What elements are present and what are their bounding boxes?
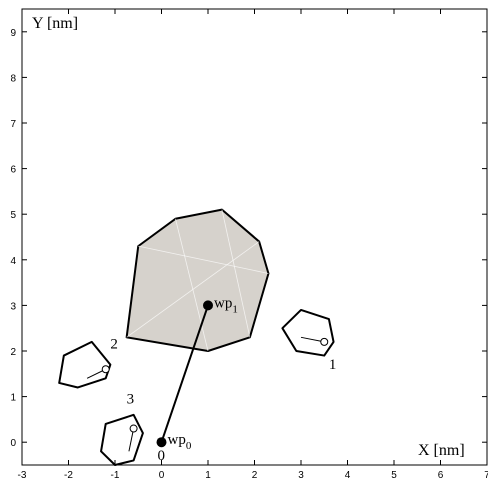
y-tick-label: 9 [10, 28, 16, 39]
obstacle-inner-edge [138, 245, 269, 274]
obstacle-1 [281, 308, 335, 357]
y-tick-label: 1 [10, 393, 16, 404]
obstacle-inner-edge [175, 218, 209, 352]
x-tick-label: 7 [484, 470, 488, 481]
y-tick-label: 7 [10, 119, 16, 130]
obstacle-center-marker [101, 365, 110, 374]
y-axis-label: Y [nm] [32, 15, 78, 32]
y-tick-label: 5 [10, 210, 16, 221]
y-tick-label: 3 [10, 301, 16, 312]
y-tick-label: 6 [10, 165, 16, 176]
x-tick-label: 3 [298, 470, 304, 481]
x-tick-label: 2 [252, 470, 258, 481]
y-tick-label: 8 [10, 73, 16, 84]
x-tick-label: 4 [345, 470, 351, 481]
origin-annotation: 0 [158, 448, 166, 464]
obstacles-layer: 1 2 3 [58, 208, 337, 466]
path-layer: wp0 wp1 [156, 295, 238, 452]
ticks-layer: -3 -2 -1 0 1 2 3 4 5 6 7 0 1 2 3 4 5 6 7 8 9 [10, 9, 488, 481]
y-tick-label: 4 [10, 256, 16, 267]
y-tick-label: 0 [10, 438, 16, 449]
obstacle-center-marker [129, 424, 138, 433]
trajectory-line [160, 305, 209, 443]
obstacle-center-marker [320, 337, 329, 346]
x-tick-label: 0 [159, 470, 165, 481]
x-tick-label: 5 [391, 470, 397, 481]
obstacle-2 [58, 340, 112, 389]
waypoint-label: wp1 [214, 295, 238, 315]
obstacle-label: 1 [329, 357, 337, 373]
waypoint-marker [156, 437, 167, 448]
x-tick-label: -1 [111, 470, 120, 481]
waypoint-label: wp0 [168, 432, 192, 452]
x-tick-label: 6 [438, 470, 444, 481]
x-tick-label: -2 [64, 470, 73, 481]
obstacle-inner-edge [221, 209, 251, 338]
obstacle-3 [100, 413, 144, 466]
obstacle-inner-edge [126, 241, 260, 338]
x-axis-label: X [nm] [418, 442, 465, 459]
y-tick-label: 2 [10, 347, 16, 358]
obstacle-label: 3 [127, 391, 135, 407]
x-tick-label: -3 [18, 470, 27, 481]
x-tick-label: 1 [205, 470, 211, 481]
obstacle-label: 2 [110, 337, 118, 353]
waypoint-marker [203, 300, 213, 311]
